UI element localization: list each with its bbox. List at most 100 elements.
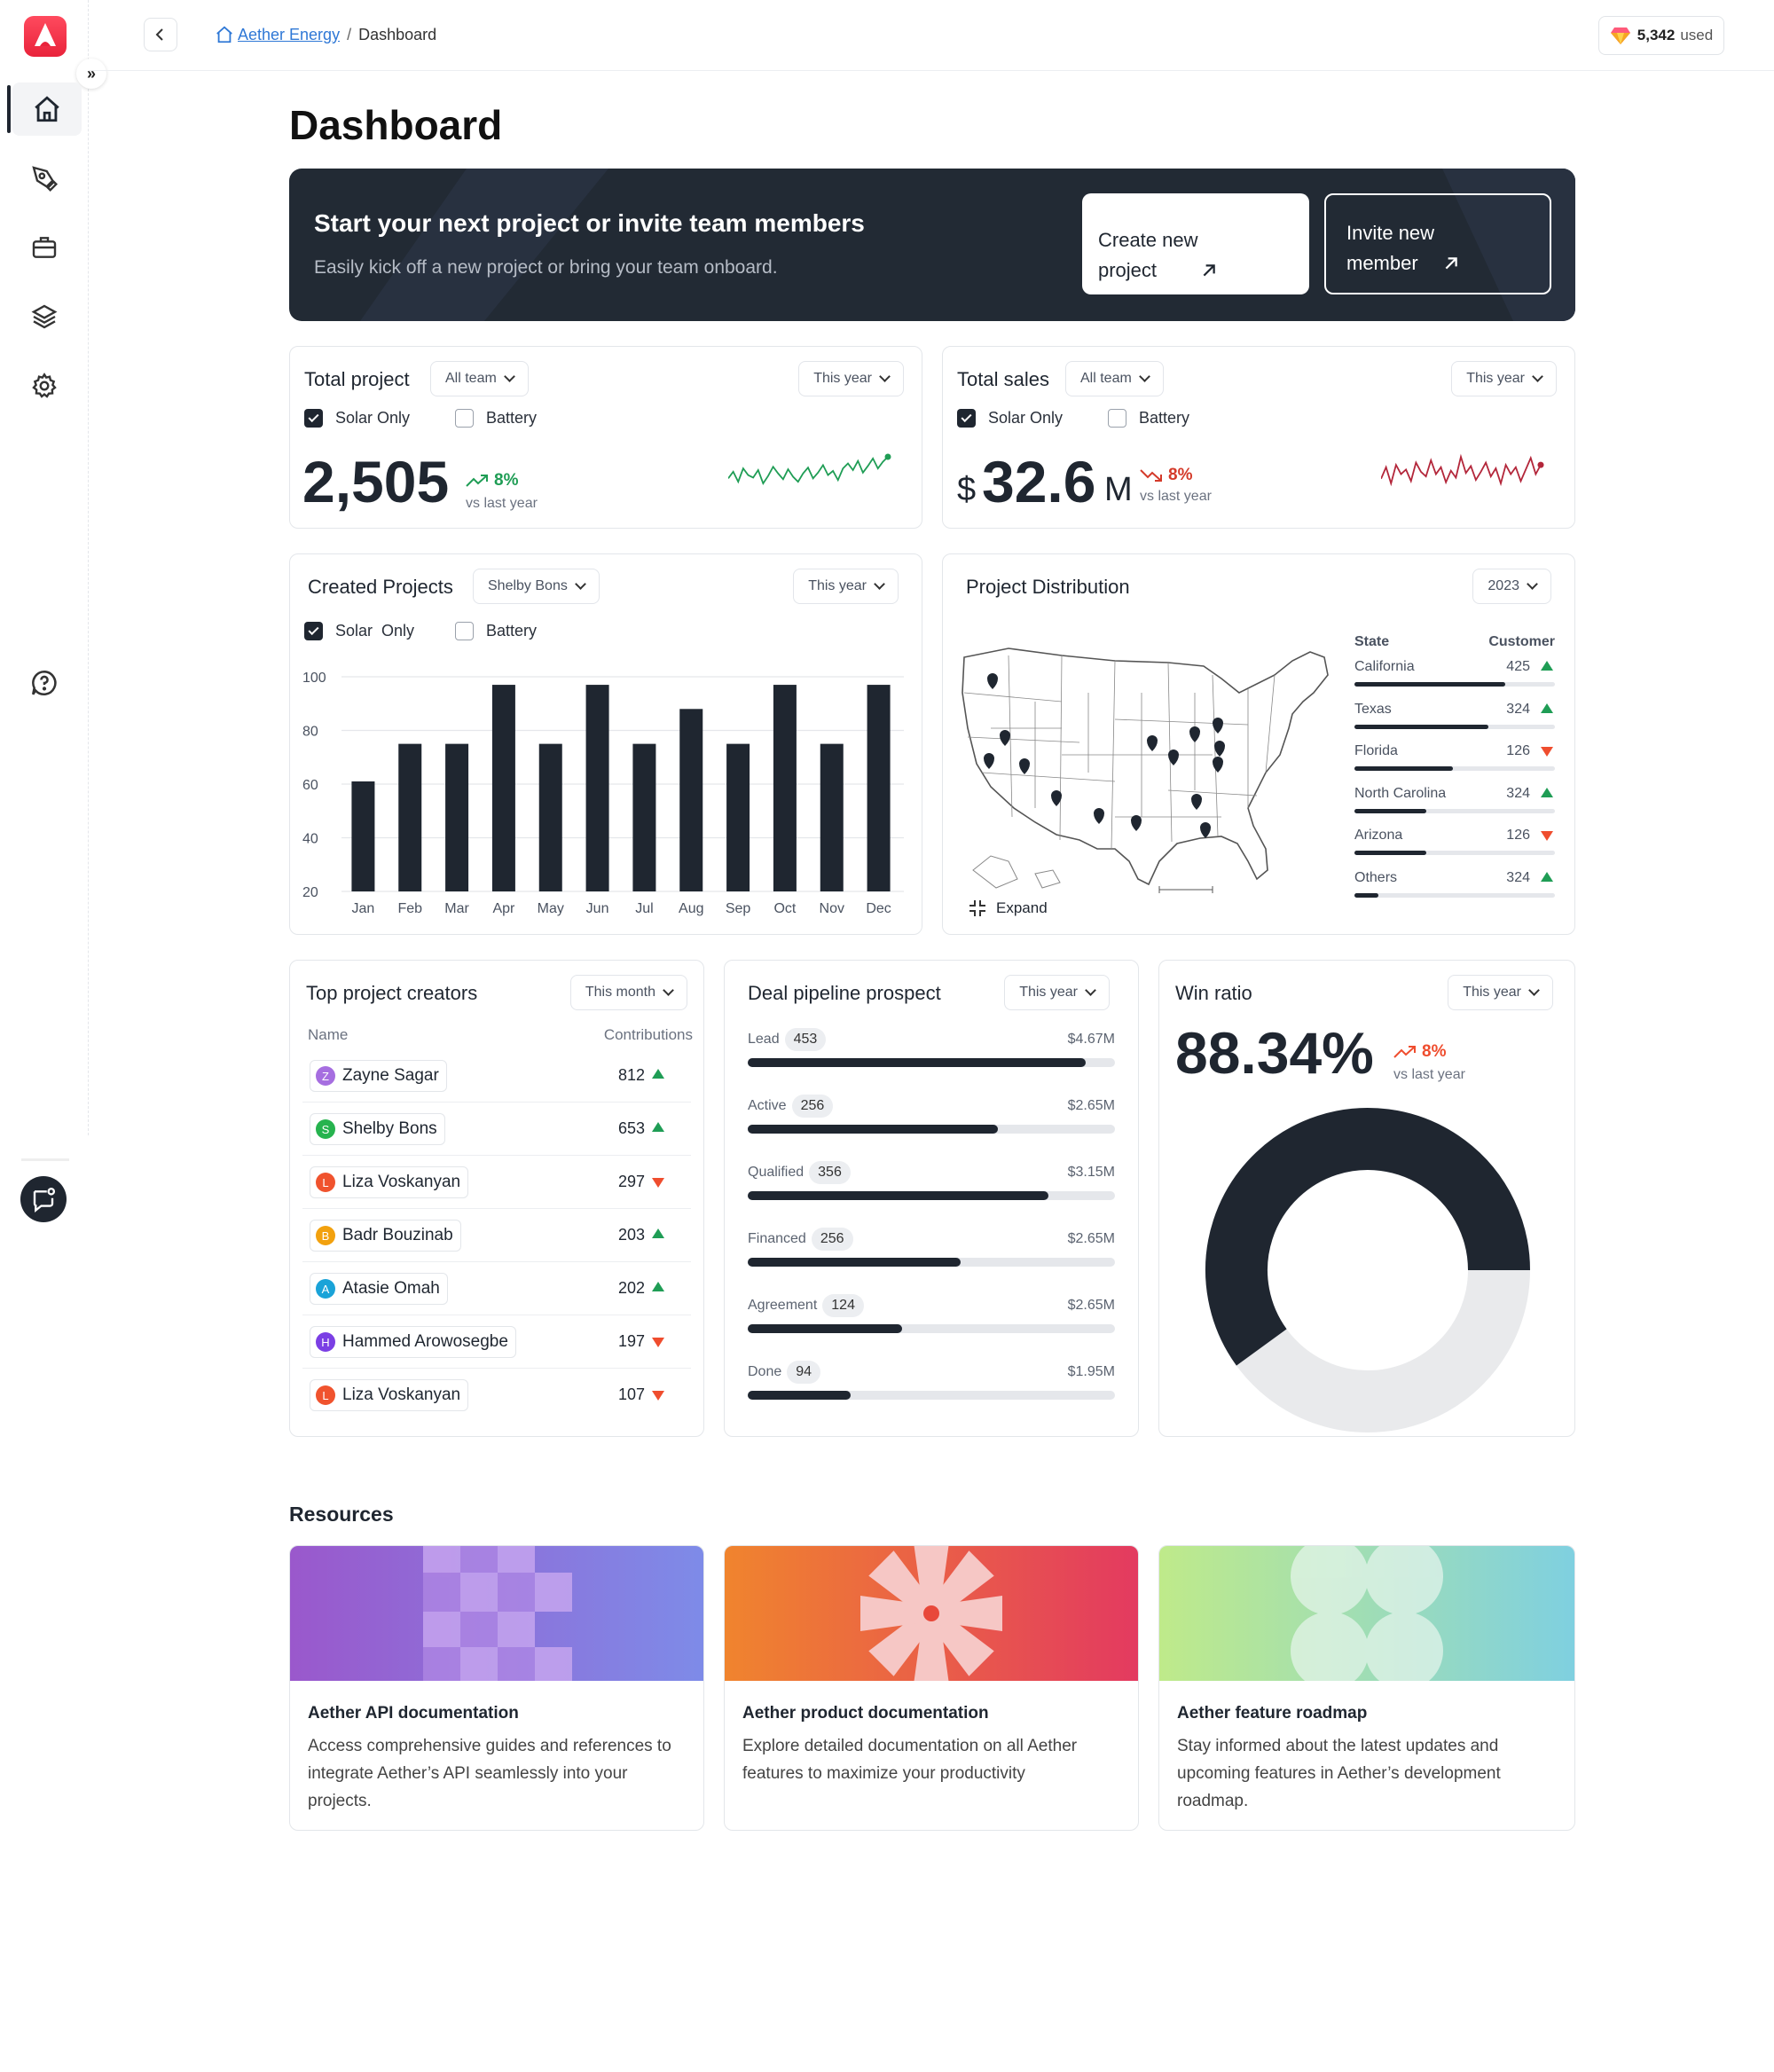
bar-aug[interactable] — [679, 709, 703, 891]
bar-sep[interactable] — [726, 743, 750, 891]
bar-jan[interactable] — [351, 781, 375, 891]
distribution-row: California 425 — [1354, 659, 1555, 702]
distribution-list: California 425 Texas 324 Florida 126 North Car… — [1354, 659, 1555, 912]
expand-map-button[interactable]: Expand — [968, 899, 1048, 918]
bar-feb[interactable] — [398, 743, 422, 891]
nav-projects[interactable] — [16, 221, 73, 274]
year-dropdown[interactable]: 2023 — [1472, 569, 1551, 604]
bar-nov[interactable] — [820, 743, 844, 891]
x-tick-label: Oct — [773, 901, 796, 916]
bar-mar[interactable] — [445, 743, 469, 891]
chevron-down-icon — [1085, 985, 1096, 996]
nav-layers[interactable] — [16, 290, 73, 343]
invite-member-button[interactable]: Invite new member — [1324, 193, 1551, 294]
pipeline-row: Qualified 356 $3.15M — [748, 1161, 1115, 1228]
create-project-button[interactable]: Create new project — [1082, 193, 1309, 294]
breadcrumb: Aether Energy / Dashboard — [215, 25, 436, 44]
change-value: 8% — [1168, 466, 1193, 484]
bar-jul[interactable] — [632, 743, 656, 891]
stage-amount: $2.65M — [1067, 1098, 1115, 1113]
resource-card-product[interactable]: Aether product documentation Explore det… — [724, 1545, 1139, 1831]
creator-row[interactable]: L Liza Voskanyan 297 — [302, 1156, 691, 1209]
nav-help[interactable] — [16, 656, 73, 710]
contribution-count: 297 — [617, 1173, 645, 1190]
distribution-row: North Carolina 324 — [1354, 786, 1555, 828]
battery-checkbox[interactable]: Battery — [455, 622, 537, 640]
pipeline-bar-fill — [748, 1058, 1086, 1067]
x-tick-label: Apr — [492, 901, 515, 916]
stage-amount: $2.65M — [1067, 1298, 1115, 1313]
win-ratio-donut — [1205, 1108, 1530, 1432]
trend-up-icon — [1393, 1046, 1416, 1058]
win-ratio-value: 88.34% — [1175, 1020, 1374, 1086]
pipeline-bar-track — [748, 1125, 1115, 1134]
customer-count: 425 — [1506, 659, 1530, 674]
app-logo[interactable] — [24, 16, 67, 57]
period-dropdown[interactable]: This year — [1448, 975, 1553, 1010]
back-button[interactable] — [144, 18, 177, 51]
solar-only-checkbox[interactable]: Solar Only — [957, 409, 1063, 428]
credits-badge[interactable]: 5,342 used — [1598, 16, 1724, 55]
customer-count: 324 — [1506, 785, 1530, 801]
x-tick-label: Feb — [397, 901, 422, 916]
top-creators-title: Top project creators — [306, 982, 478, 1004]
period-dropdown[interactable]: This year — [793, 569, 899, 604]
creator-row[interactable]: B Badr Bouzinab 203 — [302, 1209, 691, 1262]
battery-checkbox[interactable]: Battery — [1108, 409, 1189, 428]
creator-name: Liza Voskanyan — [342, 1385, 461, 1404]
bar-oct[interactable] — [773, 685, 797, 891]
nav-design[interactable] — [16, 152, 73, 205]
resource-card-roadmap[interactable]: Aether feature roadmap Stay informed abo… — [1158, 1545, 1575, 1831]
distribution-row: Arizona 126 — [1354, 828, 1555, 870]
avatar: H — [316, 1332, 335, 1352]
solar-only-checkbox[interactable]: Solar Only — [304, 622, 414, 640]
distribution-bar-fill — [1354, 851, 1427, 855]
expand-sidebar-button[interactable]: » — [76, 59, 106, 89]
battery-checkbox[interactable]: Battery — [455, 409, 537, 428]
bar-chart: 100 80 60 40 20 Jan Feb Mar Apr May Jun Jul Aug Sep Oc… — [302, 671, 904, 916]
resource-description: Stay informed about the latest updates a… — [1177, 1737, 1501, 1810]
bar-may[interactable] — [538, 743, 562, 891]
resource-card-api[interactable]: Aether API documentation Access comprehe… — [289, 1545, 704, 1831]
creator-row[interactable]: Z Zayne Sagar 812 — [302, 1049, 691, 1103]
team-filter-dropdown[interactable]: All team — [1065, 361, 1164, 396]
period-dropdown[interactable]: This year — [798, 361, 904, 396]
period-dropdown[interactable]: This year — [1004, 975, 1110, 1010]
pipeline-bar-fill — [748, 1258, 962, 1267]
bar-dec[interactable] — [867, 685, 891, 891]
breadcrumb-org-link[interactable]: Aether Energy — [238, 25, 341, 43]
distribution-bar-fill — [1354, 682, 1505, 687]
period-dropdown[interactable]: This month — [569, 975, 687, 1010]
nav-settings[interactable] — [16, 359, 73, 412]
period-dropdown[interactable]: This year — [1451, 361, 1557, 396]
period-value: This year — [813, 371, 872, 386]
battery-label: Battery — [1139, 409, 1190, 427]
person-filter-dropdown[interactable]: Shelby Bons — [473, 569, 600, 604]
pipeline-stage: Qualified 356 — [748, 1161, 851, 1184]
customer-column-header: Customer — [1488, 634, 1555, 649]
stage-label: Financed — [748, 1231, 806, 1246]
creator-row[interactable]: L Liza Voskanyan 107 — [302, 1369, 691, 1422]
team-filter-dropdown[interactable]: All team — [430, 361, 529, 396]
bar-jun[interactable] — [585, 685, 609, 891]
pipeline-row: Lead 453 $4.67M — [748, 1028, 1115, 1095]
stage-label: Active — [748, 1098, 787, 1113]
gem-icon — [1610, 27, 1630, 44]
total-project-card: Total project All team This year Solar O… — [289, 346, 922, 529]
solar-only-checkbox[interactable]: Solar Only — [304, 409, 410, 428]
pipeline-bar-track — [748, 1258, 1115, 1267]
chat-support-button[interactable] — [20, 1176, 67, 1222]
briefcase-icon — [32, 237, 57, 258]
bar-apr[interactable] — [491, 685, 515, 891]
creator-row[interactable]: A Atasie Omah 202 — [302, 1262, 691, 1315]
resource-title: Aether product documentation — [742, 1704, 989, 1723]
nav-home[interactable] — [12, 82, 82, 136]
sparkline — [1381, 453, 1544, 487]
creator-row[interactable]: S Shelby Bons 653 — [302, 1103, 691, 1156]
chevron-down-icon — [503, 371, 515, 382]
total-sales-title: Total sales — [957, 368, 1049, 390]
creator-row[interactable]: H Hammed Arowosegbe 197 — [302, 1315, 691, 1369]
win-ratio-change: 8% — [1393, 1042, 1446, 1062]
creators-list: Z Zayne Sagar 812 S Shelby Bons 653 L Liza Vosk… — [302, 1049, 691, 1422]
pipeline-row: Active 256 $2.65M — [748, 1095, 1115, 1161]
